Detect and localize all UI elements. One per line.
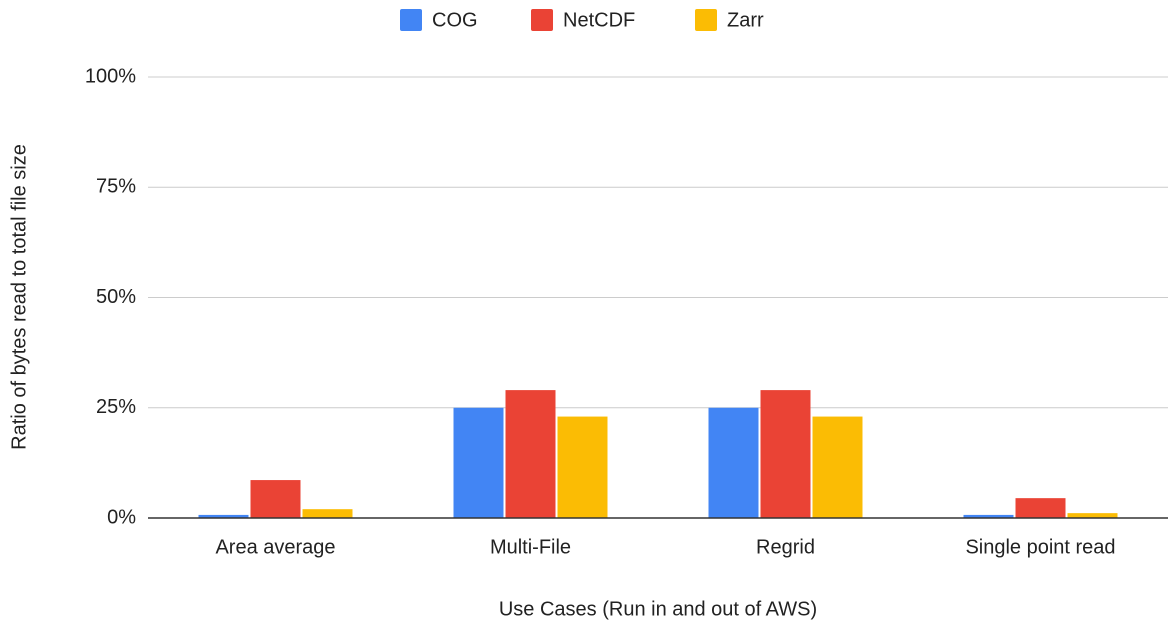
bar — [812, 416, 863, 518]
legend-swatch — [531, 9, 553, 31]
bar — [1067, 513, 1118, 518]
legend-label: Zarr — [727, 9, 764, 31]
bar — [198, 514, 249, 518]
legend-swatch — [400, 9, 422, 31]
bar — [760, 390, 811, 518]
y-tick-label: 75% — [96, 176, 136, 198]
y-tick-label: 50% — [96, 286, 136, 308]
x-tick-label: Regrid — [756, 536, 815, 558]
legend-swatch — [695, 9, 717, 31]
x-tick-label: Area average — [215, 536, 335, 558]
legend-label: NetCDF — [563, 9, 635, 31]
bar — [505, 390, 556, 518]
bar — [453, 407, 504, 518]
x-axis-title: Use Cases (Run in and out of AWS) — [499, 598, 817, 620]
legend-label: COG — [432, 9, 478, 31]
bar — [302, 509, 353, 518]
y-tick-label: 25% — [96, 396, 136, 418]
bar — [708, 407, 759, 518]
y-axis-title: Ratio of bytes read to total file size — [8, 144, 30, 450]
bar — [963, 514, 1014, 518]
y-tick-label: 100% — [85, 65, 136, 87]
x-tick-label: Multi-File — [490, 536, 571, 558]
bar — [250, 480, 301, 518]
bar — [557, 416, 608, 518]
bar — [1015, 498, 1066, 518]
x-tick-label: Single point read — [965, 536, 1115, 558]
y-tick-label: 0% — [107, 506, 136, 528]
